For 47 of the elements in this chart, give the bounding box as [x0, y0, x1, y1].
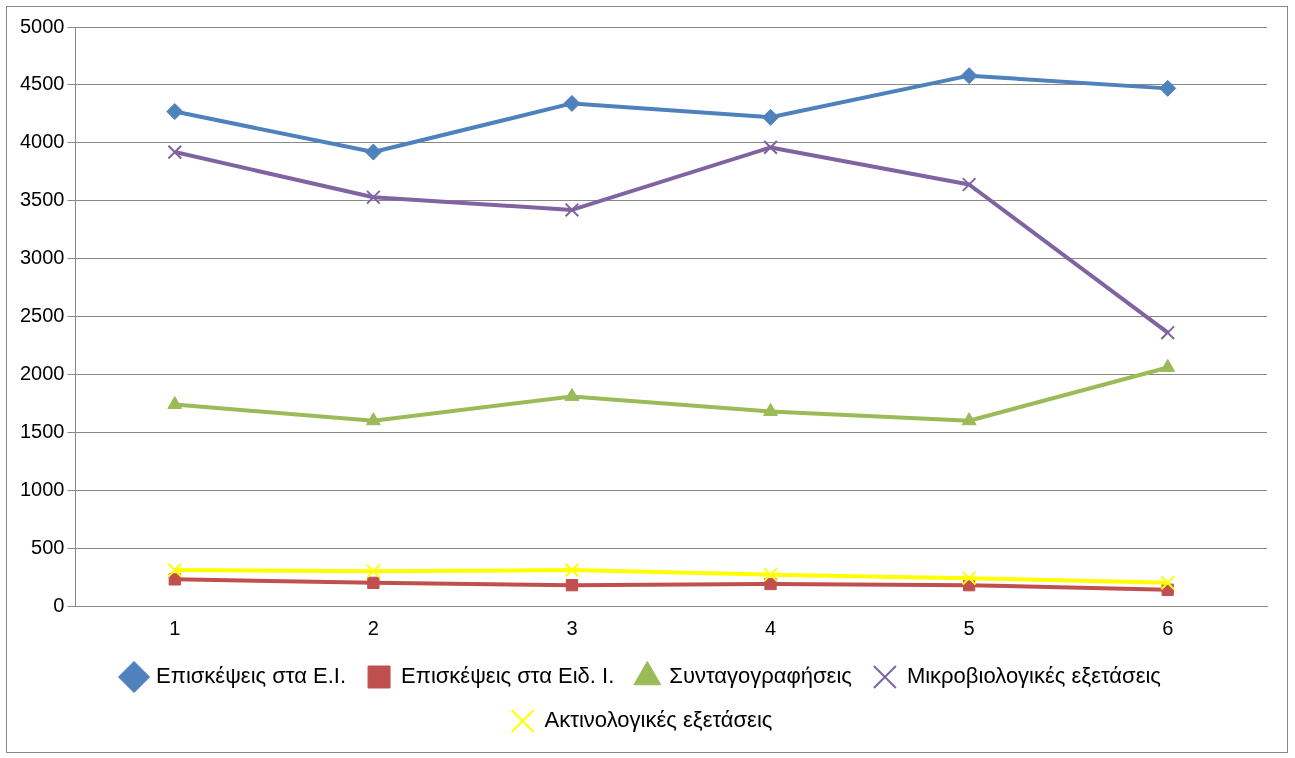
- y-tick-label: 2500: [19, 304, 65, 327]
- point: [961, 412, 977, 426]
- point: [961, 177, 977, 192]
- point: [563, 94, 581, 112]
- y-tick-label: 4500: [19, 72, 65, 95]
- point: [1160, 325, 1176, 341]
- point: [167, 144, 183, 160]
- legend-label: Επισκέψεις στα Ειδ. Ι.: [401, 663, 615, 689]
- point: [168, 573, 181, 586]
- y-tick-label: 4000: [19, 130, 65, 153]
- y-tick-label: 1000: [19, 477, 65, 500]
- point: [366, 189, 381, 205]
- x-tick-label: 2: [367, 616, 379, 639]
- point: [764, 577, 777, 591]
- point: [564, 202, 580, 218]
- point: [365, 412, 381, 426]
- point: [167, 396, 183, 410]
- point: [763, 567, 778, 583]
- legend-label: Μικροβιολογικές εξετάσεις: [906, 663, 1161, 689]
- point: [960, 67, 978, 85]
- point: [167, 562, 183, 578]
- y-tick-label: 5000: [19, 14, 65, 37]
- legend-label: Επισκέψεις στα Ε.Ι.: [156, 663, 347, 689]
- y-tick-label: 3000: [19, 246, 65, 269]
- point: [961, 570, 977, 586]
- y-tick-label: 2000: [19, 361, 65, 384]
- legend-label: Συνταγογραφήσεις: [669, 663, 852, 689]
- point: [364, 143, 382, 161]
- x-tick-label: 5: [963, 616, 975, 639]
- point: [366, 563, 381, 579]
- x-tick-label: 4: [764, 616, 777, 639]
- x-tick-label: 6: [1162, 616, 1174, 639]
- point: [762, 108, 780, 126]
- x-tick-label: 1: [169, 616, 181, 639]
- point: [166, 103, 184, 121]
- y-tick-label: 1500: [19, 419, 65, 442]
- point: [367, 576, 380, 589]
- y-tick-label: 0: [53, 593, 65, 616]
- y-tick-label: 500: [31, 535, 65, 558]
- point: [564, 562, 580, 578]
- y-tick-label: 3500: [19, 188, 65, 211]
- point: [1160, 575, 1176, 591]
- point: [565, 579, 579, 592]
- legend-label: Ακτινολογικές εξετάσεις: [544, 707, 773, 733]
- point: [763, 140, 778, 155]
- x-tick-label: 3: [566, 616, 578, 639]
- point: [1159, 79, 1177, 97]
